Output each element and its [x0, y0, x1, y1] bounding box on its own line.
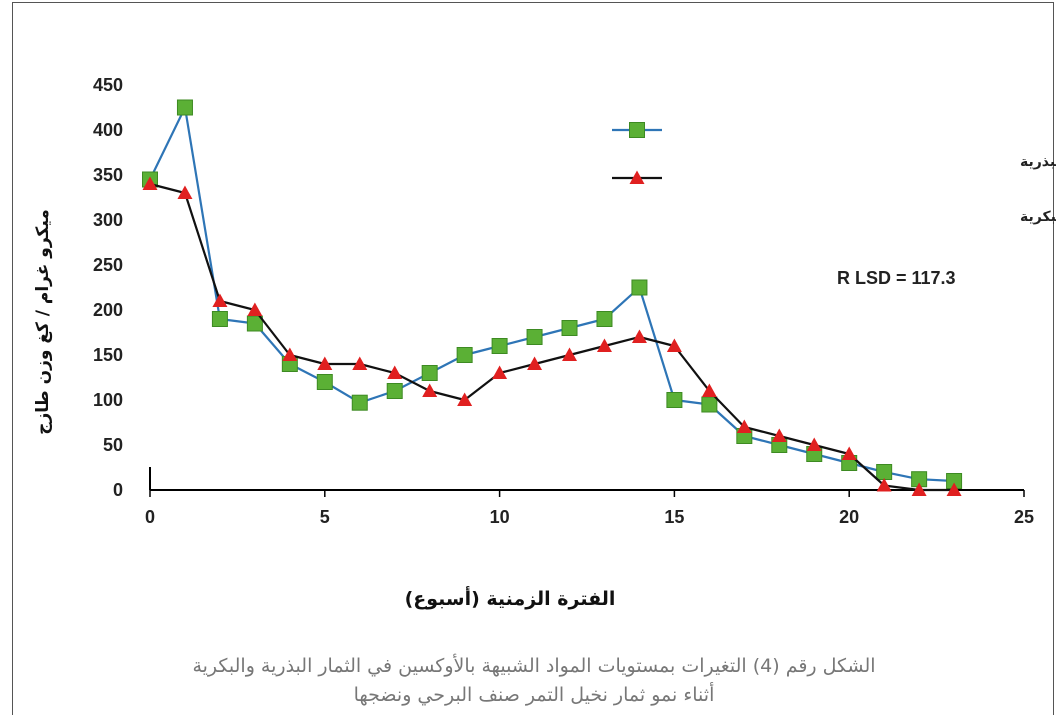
data-point-series-2: [492, 365, 508, 379]
data-point-series-1: [631, 279, 648, 296]
legend-label-series-1: المواد الشبيهة بالأوكسينات في الثمار الب…: [1020, 153, 1056, 170]
data-point-series-2: [177, 185, 193, 199]
data-point-series-1: [421, 365, 438, 381]
x-tick-label: 10: [490, 507, 510, 527]
data-point-series-2: [736, 419, 752, 433]
data-point-series-1: [491, 338, 508, 354]
data-point-series-2: [806, 437, 822, 451]
series-line-1: [149, 106, 955, 483]
data-point-series-2: [387, 365, 403, 379]
data-point-series-1: [701, 396, 718, 413]
data-point-series-2: [841, 446, 857, 460]
data-point-series-1: [876, 464, 893, 480]
series-layer: [142, 99, 963, 496]
data-point-series-1: [211, 311, 228, 327]
data-point-series-1: [561, 320, 578, 336]
data-point-series-2: [352, 356, 368, 370]
data-point-series-2: [527, 356, 543, 370]
legend-label-series-2: المواد الشبيهة بالأوكسينات في الثمار الب…: [1020, 208, 1056, 225]
x-tick-label: 25: [1014, 507, 1034, 527]
figure-frame: [12, 2, 1054, 715]
data-point-series-2: [457, 392, 473, 406]
data-point-series-1: [526, 329, 543, 345]
caption-line-2: أثناء نمو ثمار نخيل التمر صنف البرحي ونض…: [353, 683, 715, 706]
data-point-series-1: [176, 99, 193, 116]
data-point-series-1: [316, 374, 333, 390]
caption-line-1: الشكل رقم (4) التغيرات بمستويات المواد ا…: [192, 655, 876, 677]
data-point-series-2: [247, 302, 263, 316]
data-point-series-2: [317, 356, 333, 370]
y-tick-label: 50: [103, 435, 123, 455]
data-point-series-2: [701, 383, 717, 397]
lsd-annotation: R LSD = 117.3: [837, 268, 956, 288]
data-point-series-2: [142, 176, 158, 190]
data-point-series-2: [282, 347, 298, 361]
data-point-series-2: [876, 478, 892, 492]
y-axis-title: ميكرو غرام / كغ وزن طازج: [33, 209, 53, 435]
x-tick-label: 0: [145, 507, 155, 527]
data-point-series-1: [456, 347, 473, 363]
data-point-series-2: [911, 482, 927, 496]
data-point-series-2: [562, 347, 578, 361]
series-line-2: [149, 182, 955, 492]
y-tick-label: 300: [93, 210, 123, 230]
y-tick-label: 150: [93, 345, 123, 365]
legend: المواد الشبيهة بالأوكسينات في الثمار الب…: [612, 122, 1056, 288]
data-point-series-2: [771, 428, 787, 442]
data-point-series-2: [631, 329, 647, 343]
y-tick-label: 200: [93, 300, 123, 320]
data-point-series-2: [946, 482, 962, 496]
y-tick-label: 450: [93, 75, 123, 95]
legend-swatch-marker-series-1: [629, 122, 645, 138]
data-point-series-1: [666, 392, 683, 408]
y-tick-label: 0: [113, 480, 123, 500]
y-tick-label: 250: [93, 255, 123, 275]
x-axis-title: الفترة الزمنية (أسبوع): [405, 586, 616, 610]
legend-swatch-marker-series-2: [629, 170, 645, 184]
x-tick-label: 15: [664, 507, 684, 527]
figure-caption: الشكل رقم (4) التغيرات بمستويات المواد ا…: [14, 652, 1054, 709]
data-point-series-2: [596, 338, 612, 352]
y-tick-label: 350: [93, 165, 123, 185]
data-point-series-2: [212, 293, 228, 307]
data-point-series-2: [422, 383, 438, 397]
x-tick-label: 5: [320, 507, 330, 527]
data-point-series-1: [596, 311, 613, 327]
data-point-series-2: [666, 338, 682, 352]
y-tick-label: 400: [93, 120, 123, 140]
data-point-series-1: [351, 394, 368, 411]
y-tick-label: 100: [93, 390, 123, 410]
x-tick-label: 20: [839, 507, 859, 527]
data-point-series-1: [386, 383, 403, 399]
